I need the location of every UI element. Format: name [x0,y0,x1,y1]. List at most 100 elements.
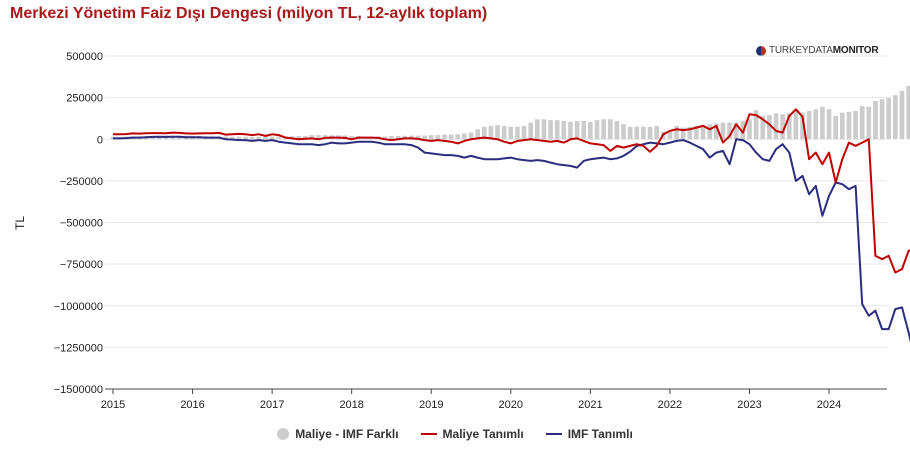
y-tick-label: −750000 [60,259,103,271]
bar-fark [767,115,772,140]
y-tick-label: 500000 [66,51,103,63]
x-tick-label: 2024 [817,399,841,411]
x-tick-label: 2016 [180,399,204,411]
brand-logo-icon [756,45,766,56]
bar-fark [422,135,427,140]
bar-fark [601,119,606,140]
legend-swatch-fark [277,428,290,440]
bar-fark [528,122,533,140]
bar-fark [846,111,852,140]
legend: Maliye - IMF Farklı Maliye Tanımlı IMF T… [0,427,910,441]
y-tick-label: −1000000 [54,301,103,313]
bar-fark [700,125,706,140]
bar-fark [435,135,441,140]
bar-fark [243,136,248,140]
bar-fark [389,135,394,140]
bar-fark [302,135,308,140]
bar-fark [806,110,812,140]
brand-name-light: TURKEYDATA [769,45,833,56]
bar-fark [647,126,653,140]
bar-fark [349,135,354,140]
bar-fark [415,135,421,140]
legend-label-maliye: Maliye Tanımlı [442,427,524,441]
bar-fark [873,100,878,140]
bar-fark [899,90,905,140]
bar-fark [753,110,759,140]
bar-fark [442,134,447,140]
bar-fark [780,114,785,140]
bar-fark [879,99,885,140]
bar-fark [707,124,712,140]
bar-fark [236,136,242,140]
bar-fark [535,119,540,140]
x-tick-label: 2020 [499,399,523,411]
bar-fark [448,134,454,140]
bar-fark [614,120,620,140]
legend-swatch-imf [545,433,562,435]
bar-fark [694,125,699,140]
legend-item-fark[interactable]: Maliye - IMF Farklı [277,427,399,441]
legend-item-maliye[interactable]: Maliye Tanımlı [420,427,524,441]
bar-fark [428,135,434,140]
bar-fark [276,136,282,140]
bar-fark [773,113,779,140]
bar-fark [680,127,686,140]
brand-logo: TURKEYDATA MONITOR [756,45,879,56]
y-tick-label: −1500000 [54,384,103,396]
y-tick-label: −250000 [60,176,103,188]
bar-fark [269,136,275,140]
bar-fark [654,125,659,140]
brand-name-bold: MONITOR [832,45,879,56]
bar-fark [627,126,633,140]
bar-fark [462,133,467,140]
legend-label-imf: IMF Tanımlı [567,427,633,441]
bar-fark [230,136,235,140]
x-tick-label: 2018 [339,399,363,411]
x-tick-label: 2022 [658,399,682,411]
bar-fark [674,125,679,140]
bar-fark [820,106,825,140]
bar-fark [581,120,587,140]
bar-fark [813,109,819,140]
bar-fark [309,135,315,140]
bar-fark [687,126,693,140]
bar-fark [382,136,388,140]
x-tick-label: 2023 [737,399,761,411]
x-tick-label: 2015 [101,399,125,411]
bar-fark [521,125,527,140]
y-axis-title: TL [13,216,27,230]
bar-fark [455,134,461,140]
grid-layer [105,55,887,390]
x-tick-label: 2021 [578,399,602,411]
bar-fark [826,109,832,140]
legend-label-fark: Maliye - IMF Farklı [295,427,399,441]
bar-fark [554,120,560,140]
legend-item-imf[interactable]: IMF Tanımlı [545,427,633,441]
y-tick-label: −500000 [60,218,103,230]
bar-fark [853,110,858,140]
bar-fark [800,112,805,140]
bar-fark [249,136,255,140]
bar-fark [720,122,726,140]
bar-fark [501,125,507,140]
bar-fark [594,120,600,140]
bar-fark [508,126,514,140]
bar-fark [223,136,229,140]
bar-fark [621,124,626,140]
bar-fark [833,115,838,140]
bar-fark [859,105,865,140]
bar-fark [481,126,487,140]
bar-fark [395,135,401,140]
bar-fark [495,125,500,140]
bar-fark [568,121,573,140]
x-tick-label: 2019 [419,399,443,411]
bar-fark [561,120,567,140]
bar-fark [548,120,553,140]
line-layer [113,108,910,343]
bar-fark [296,135,301,140]
bar-fark [574,120,580,140]
bar-fark [468,132,474,140]
y-tick-label: 0 [97,134,103,146]
bar-fark [840,112,845,140]
